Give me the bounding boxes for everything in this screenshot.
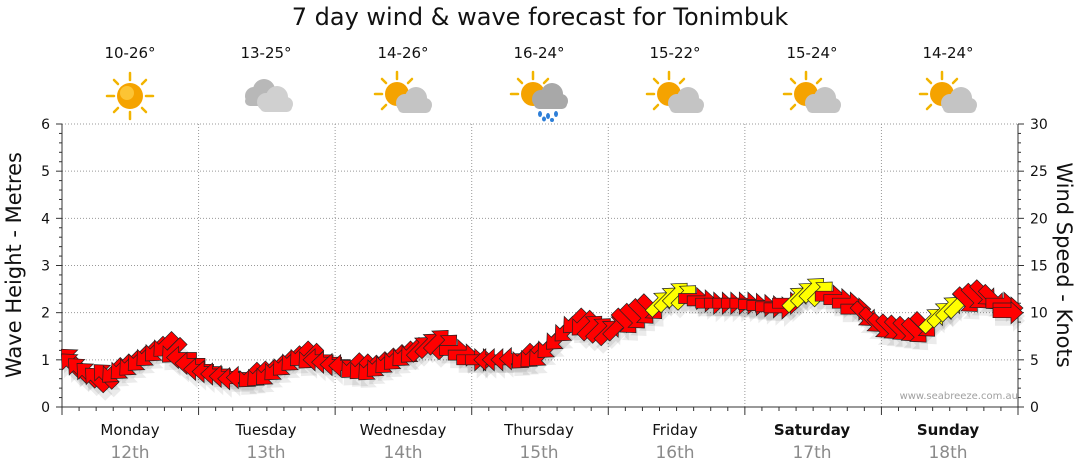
day-date-friday: 16th — [655, 443, 695, 463]
y-left-tick-label: 0 — [41, 400, 50, 416]
partly-cloudy-icon — [645, 70, 704, 113]
partly-cloudy-icon — [373, 70, 432, 113]
partly-cloudy-icon — [782, 70, 841, 113]
day-name-thursday: Thursday — [504, 421, 574, 439]
cloudy-icon — [245, 79, 293, 112]
temp-friday: 15-22° — [649, 44, 701, 62]
y-right-tick-label: 10 — [1030, 306, 1048, 322]
day-date-saturday: 17th — [792, 443, 832, 463]
wind-arrow — [992, 300, 1024, 325]
partly-cloudy-icon — [918, 70, 977, 113]
temp-tuesday: 13-25° — [240, 44, 292, 62]
sunny-icon — [105, 71, 155, 121]
chart-title: 7 day wind & wave forecast for Tonimbuk — [291, 3, 789, 31]
y-left-tick-label: 4 — [41, 211, 50, 227]
temp-thursday: 16-24° — [513, 44, 565, 62]
showers-icon — [509, 70, 568, 122]
day-name-wednesday: Wednesday — [359, 421, 447, 439]
day-date-sunday: 18th — [928, 443, 968, 463]
day-name-saturday: Saturday — [773, 421, 851, 439]
y-left-tick-label: 2 — [41, 306, 50, 322]
y-right-tick-label: 25 — [1030, 164, 1048, 180]
y-left-tick-label: 6 — [41, 117, 50, 133]
watermark: www.seabreeze.com.au — [899, 391, 1018, 402]
temp-saturday: 15-24° — [786, 44, 838, 62]
y-right-tick-label: 15 — [1030, 259, 1048, 275]
y-right-tick-label: 30 — [1030, 117, 1048, 133]
day-date-monday: 12th — [110, 443, 150, 463]
temp-sunday: 14-24° — [922, 44, 974, 62]
y-right-tick-label: 5 — [1030, 353, 1039, 369]
y-left-tick-label: 1 — [41, 353, 50, 369]
y-left-tick-label: 5 — [41, 164, 50, 180]
day-date-wednesday: 14th — [383, 443, 423, 463]
day-name-sunday: Sunday — [916, 421, 980, 439]
y-left-tick-label: 3 — [41, 259, 50, 275]
day-name-monday: Monday — [100, 421, 160, 439]
temp-monday: 10-26° — [104, 44, 156, 62]
day-date-tuesday: 13th — [246, 443, 286, 463]
day-date-thursday: 15th — [519, 443, 559, 463]
y-right-tick-label: 0 — [1030, 400, 1039, 416]
temp-wednesday: 14-26° — [377, 44, 429, 62]
y-axis-left-label: Wave Height - Metres — [2, 152, 26, 378]
day-name-friday: Friday — [652, 421, 698, 439]
y-right-tick-label: 20 — [1030, 211, 1048, 227]
day-name-tuesday: Tuesday — [235, 421, 297, 439]
y-axis-right-label: Wind Speed - Knots — [1052, 162, 1076, 368]
